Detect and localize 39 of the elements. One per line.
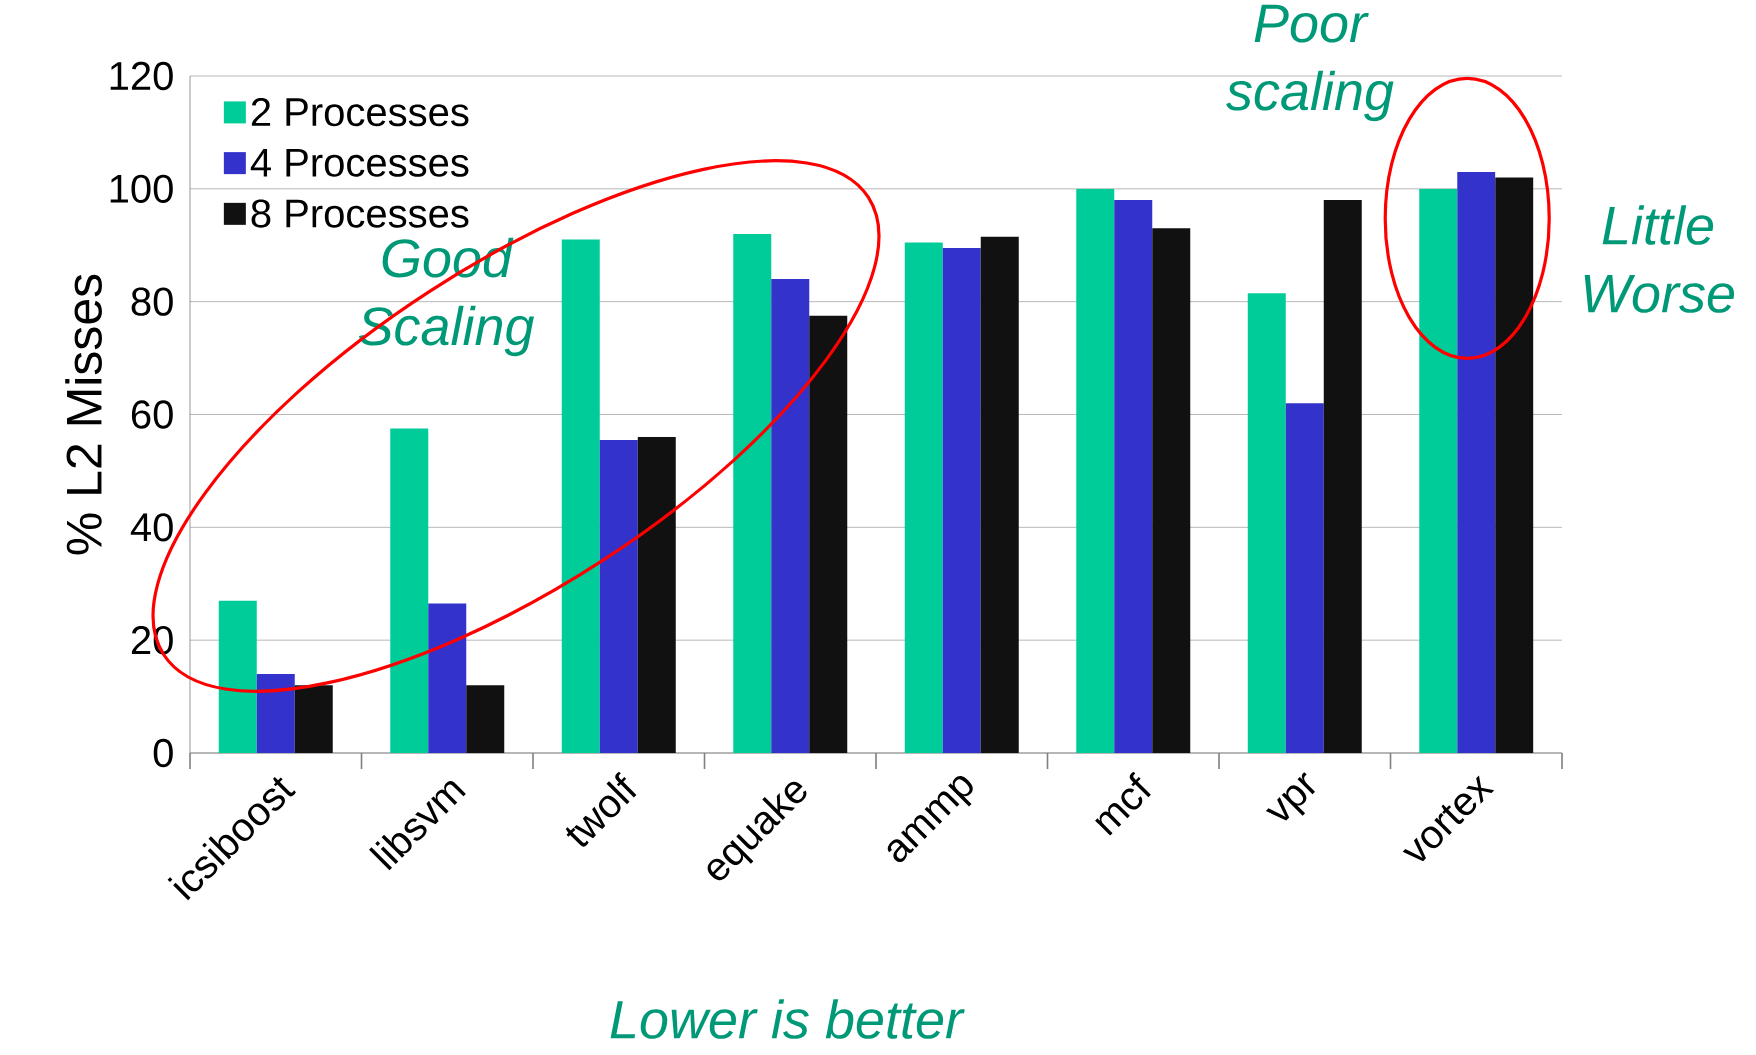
bar: [637, 437, 676, 753]
bar: [390, 428, 429, 753]
y-axis-title: % L2 Misses: [65, 274, 102, 555]
x-tick-label: vpr: [1265, 772, 1315, 821]
bar: [1457, 171, 1496, 753]
bar: [980, 236, 1019, 753]
bar: [1495, 177, 1534, 753]
y-tick-label: 120: [110, 61, 173, 91]
bar: [1247, 293, 1286, 753]
bar: [1323, 200, 1362, 753]
bar: [218, 600, 257, 753]
bar: [904, 242, 943, 753]
bar: [809, 315, 848, 753]
bar: [1419, 188, 1458, 753]
bar: [1076, 188, 1115, 753]
bar: [1114, 200, 1153, 753]
y-tick-label: 40: [130, 513, 173, 542]
legend-label: 4 Processes: [250, 148, 469, 177]
text: Lower is better: [610, 999, 965, 1039]
bar: [466, 685, 505, 753]
x-tick-label: mcf: [1095, 771, 1151, 836]
bar: [942, 248, 981, 753]
legend-label: 2 Processes: [251, 97, 469, 127]
bar: [428, 603, 467, 753]
bar: [1152, 228, 1191, 753]
annotation: Poor scaling: [1226, 4, 1394, 122]
bar: [294, 685, 333, 753]
bar: [599, 439, 638, 753]
text: Little Worse: [1584, 205, 1735, 313]
y-tick-label: 100: [110, 174, 173, 203]
y-tick-label: 60: [131, 400, 173, 429]
legend-label: 8 Processes: [251, 199, 469, 228]
bar: [256, 674, 295, 753]
y-tick-label: 80: [131, 287, 173, 316]
bar: [561, 239, 600, 753]
bar: [733, 233, 772, 753]
bar: [1285, 403, 1324, 753]
bar: [771, 279, 810, 753]
y-tick-label: 0: [153, 738, 173, 768]
